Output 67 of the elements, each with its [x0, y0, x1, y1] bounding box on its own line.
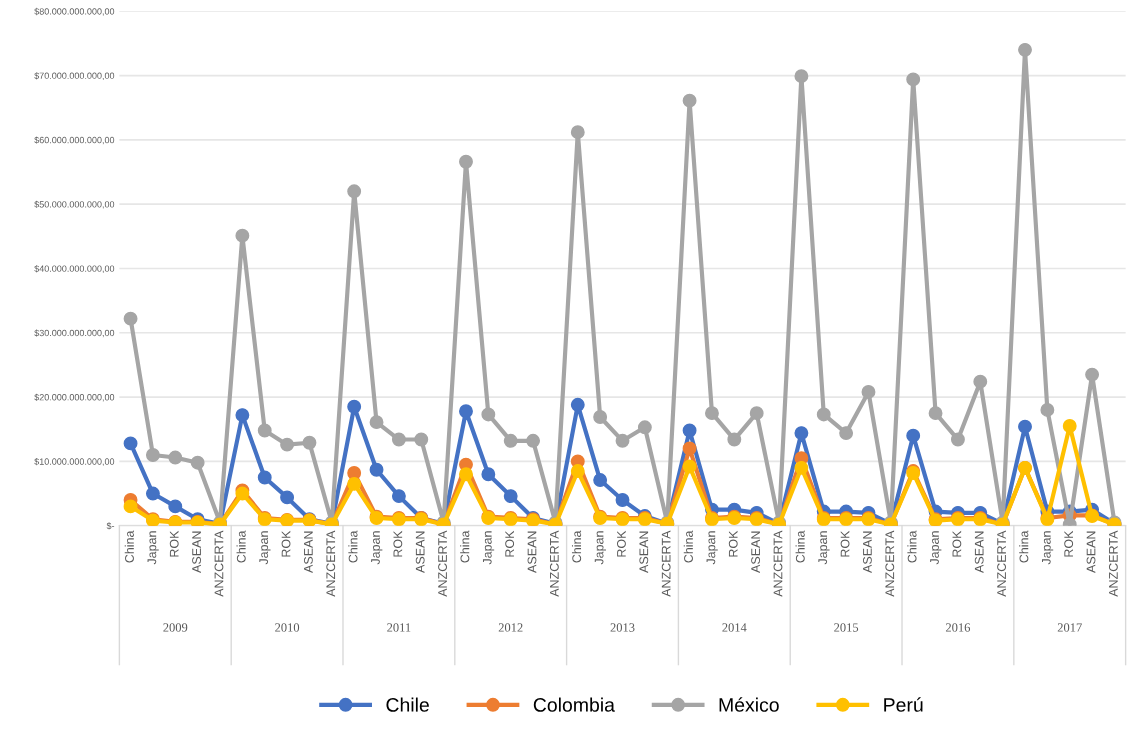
legend-label: Perú	[884, 697, 923, 712]
x-tick-label: ANZCERTA	[438, 530, 447, 597]
x-tick-label: ANZCERTA	[549, 530, 559, 597]
y-tick-label: $80.000.000.000,00	[34, 7, 115, 16]
x-tick-label: ROK	[728, 530, 738, 557]
x-tick-label: ROK	[617, 530, 626, 557]
x-tick-label: China	[683, 530, 693, 563]
x-tick-label: China	[571, 530, 582, 563]
x-tick-label: China	[236, 530, 246, 563]
y-tick-label: $70.000.000.000,00	[34, 72, 115, 80]
text: 2011	[387, 623, 411, 632]
x-tick-label: ANZCERTA	[885, 530, 895, 597]
legend-label: Colombia	[533, 697, 615, 712]
text: 2017	[1057, 623, 1082, 632]
x-tick-label: ASEAN	[415, 531, 425, 573]
text: 2014	[722, 623, 747, 632]
legend-label: Chile	[386, 697, 429, 712]
x-tick-label: ROK	[840, 530, 850, 557]
x-tick-label: Japan	[147, 531, 159, 565]
legend-label: México	[719, 697, 779, 712]
x-tick-label: ROK	[952, 530, 962, 557]
y-tick-label: $10.000.000.000,00	[34, 457, 115, 466]
x-tick-label: ASEAN	[751, 531, 761, 573]
x-tick-label: ASEAN	[192, 531, 201, 573]
x-tick-label: Japan	[482, 531, 495, 565]
x-tick-label: ANZCERTA	[773, 530, 783, 597]
text: 2016	[945, 623, 971, 632]
y-tick-label: $30.000.000.000,00	[34, 329, 115, 338]
y-tick-label: $20.000.000.000,00	[34, 393, 115, 402]
x-tick-label: Japan	[371, 531, 383, 565]
x-tick-label: China	[907, 530, 917, 563]
x-tick-label: ROK	[393, 530, 403, 557]
x-tick-label: ANZCERTA	[214, 530, 224, 597]
x-tick-label: ASEAN	[862, 531, 872, 573]
text: 2009	[163, 623, 188, 632]
x-tick-label: Japan	[706, 531, 718, 565]
x-tick-label: ROK	[281, 530, 291, 557]
x-tick-label: China	[795, 530, 805, 563]
y-tick-label: $50.000.000.000,00	[34, 200, 115, 209]
x-tick-label: China	[460, 530, 470, 563]
x-tick-label: Japan	[1042, 531, 1054, 565]
y-tick-label: $-	[106, 522, 115, 530]
text: 2013	[610, 623, 635, 632]
x-tick-label: ASEAN	[639, 531, 649, 573]
text: 2010	[275, 623, 300, 632]
x-tick-label: ROK	[169, 530, 179, 557]
x-tick-label: China	[124, 530, 134, 563]
x-tick-label: Japan	[930, 531, 942, 565]
y-tick-label: $60.000.000.000,00	[34, 136, 115, 145]
x-tick-label: ANZCERTA	[661, 530, 671, 597]
x-tick-label: ANZCERTA	[997, 530, 1006, 597]
x-tick-label: ASEAN	[303, 531, 313, 573]
x-tick-label: ANZCERTA	[326, 530, 336, 597]
x-tick-label: China	[1019, 530, 1029, 563]
x-tick-label: ASEAN	[1086, 531, 1096, 573]
x-tick-label: China	[348, 530, 358, 563]
text: 2012	[498, 623, 523, 632]
x-tick-label: ASEAN	[527, 531, 537, 573]
x-tick-label: ANZCERTA	[1108, 530, 1118, 597]
text: 2015	[834, 623, 859, 632]
x-tick-label: Japan	[259, 531, 271, 565]
y-tick-label: $40.000.000.000,00	[34, 265, 115, 273]
x-tick-label: ASEAN	[974, 531, 984, 573]
x-tick-label: ROK	[505, 530, 515, 557]
x-tick-label: Japan	[594, 531, 606, 565]
x-tick-label: ROK	[1064, 530, 1074, 557]
x-tick-label: Japan	[818, 531, 830, 565]
